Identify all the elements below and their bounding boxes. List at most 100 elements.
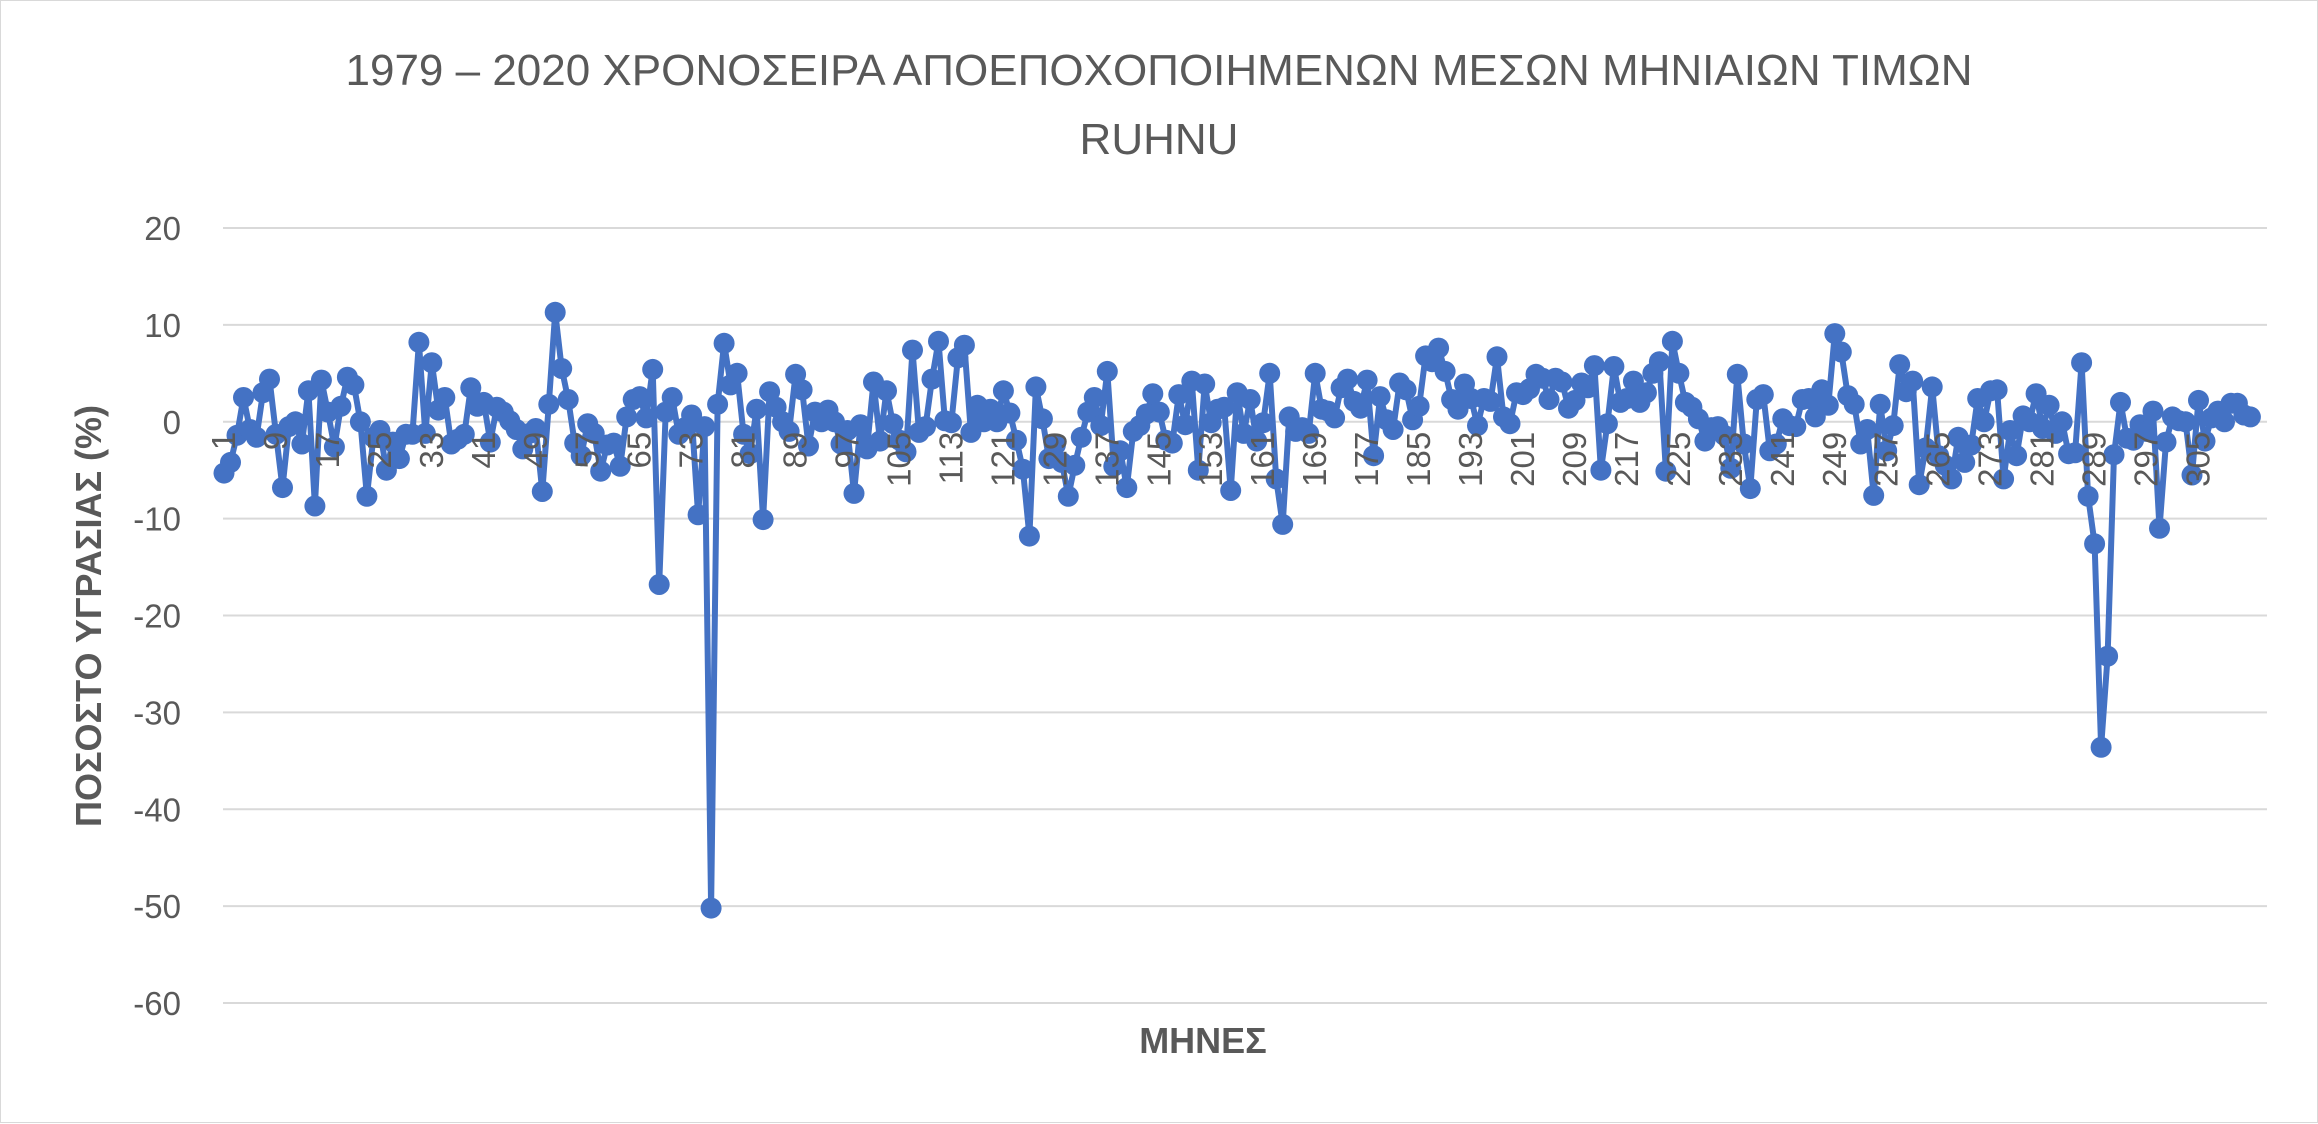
data-point	[2097, 645, 2119, 667]
y-axis-title: ΠΟΣΟΣΤΟ ΥΓΡΑΣΙΑΣ (%)	[68, 405, 109, 827]
data-point	[1356, 369, 1378, 391]
data-point	[1174, 414, 1196, 436]
data-point	[850, 414, 871, 436]
data-point	[1830, 341, 1852, 363]
data-point	[1882, 415, 1904, 437]
data-point	[1044, 434, 1066, 456]
x-tick-label: 57	[569, 432, 606, 469]
data-point	[538, 393, 560, 415]
data-point	[2110, 391, 2131, 413]
data-point	[1220, 480, 1242, 501]
x-tick-label: 65	[621, 432, 658, 469]
data-point	[1168, 384, 1190, 406]
chart-title-line-2: RUHNU	[1080, 115, 1239, 164]
data-point	[1070, 426, 1092, 448]
data-point	[2181, 464, 2203, 486]
data-point	[460, 377, 482, 399]
data-point	[726, 362, 748, 384]
data-point	[291, 433, 313, 455]
data-point	[1668, 362, 1690, 384]
data-point	[551, 358, 573, 379]
data-point	[2175, 411, 2196, 433]
data-point	[1720, 457, 1742, 479]
data-point	[304, 495, 326, 517]
data-point	[603, 432, 625, 454]
data-point	[1239, 389, 1261, 410]
x-tick-label: 209	[1556, 432, 1593, 487]
data-point	[1635, 382, 1657, 404]
data-point	[687, 504, 709, 526]
data-point	[1655, 460, 1677, 482]
data-point	[1187, 459, 1209, 481]
x-tick-label: 281	[2024, 432, 2061, 487]
data-point	[1648, 351, 1670, 373]
data-point	[1596, 413, 1618, 435]
data-point	[2090, 736, 2112, 758]
x-tick-label: 201	[1504, 432, 1541, 487]
data-point	[557, 389, 579, 410]
data-point	[642, 358, 664, 380]
data-point	[1486, 346, 1508, 368]
x-tick-label: 105	[881, 432, 918, 487]
data-point	[999, 402, 1021, 424]
data-point	[1363, 445, 1385, 467]
data-point	[1908, 474, 1930, 496]
x-tick-label: 305	[2180, 432, 2217, 487]
y-tick-label: -30	[133, 694, 181, 731]
data-point	[1993, 468, 2015, 490]
y-tick-label: -50	[133, 888, 181, 925]
x-tick-label: 297	[2128, 432, 2165, 487]
data-point	[1064, 454, 1086, 476]
x-tick-label: 1	[205, 432, 242, 450]
data-point	[1921, 376, 1943, 398]
data-point	[1551, 371, 1573, 393]
data-point	[1733, 433, 1755, 455]
data-point	[1590, 459, 1612, 481]
data-point	[1889, 354, 1911, 376]
data-point	[525, 418, 547, 439]
data-point	[1785, 416, 1807, 438]
y-tick-label: 20	[144, 210, 181, 247]
data-point	[2239, 406, 2261, 428]
data-point	[330, 395, 352, 417]
data-point	[2149, 517, 2170, 539]
data-point	[713, 332, 735, 354]
data-point	[2038, 394, 2060, 416]
data-point	[1876, 440, 1898, 462]
data-point	[1765, 433, 1787, 455]
data-point	[531, 481, 553, 502]
data-point	[1298, 422, 1320, 444]
data-point	[2214, 411, 2235, 433]
x-tick-label: 145	[1140, 432, 1177, 487]
data-point	[1856, 419, 1878, 440]
data-point	[1752, 384, 1774, 406]
x-tick-label: 241	[1764, 432, 1801, 487]
data-point	[915, 416, 936, 438]
data-point	[1941, 468, 1963, 490]
data-point	[1304, 362, 1326, 384]
data-point	[1603, 356, 1625, 377]
data-point	[1213, 396, 1235, 418]
x-tick-label: 289	[2076, 432, 2113, 487]
data-point	[356, 485, 378, 507]
data-point	[843, 482, 865, 504]
x-tick-label: 137	[1088, 432, 1125, 487]
data-point	[1252, 412, 1274, 434]
data-point	[544, 301, 566, 323]
data-point	[1005, 429, 1027, 451]
data-point	[700, 897, 722, 919]
data-point	[1018, 525, 1040, 547]
data-point	[707, 393, 729, 415]
data-point	[876, 380, 897, 402]
data-point	[992, 380, 1014, 402]
data-point	[479, 431, 501, 453]
data-point	[1109, 440, 1131, 462]
data-point	[1902, 370, 1924, 392]
data-point	[421, 352, 443, 374]
data-point	[1739, 478, 1761, 500]
data-point	[246, 426, 267, 448]
data-point	[1194, 373, 1216, 395]
x-tick-label: 81	[725, 432, 762, 469]
data-point	[1564, 389, 1586, 411]
